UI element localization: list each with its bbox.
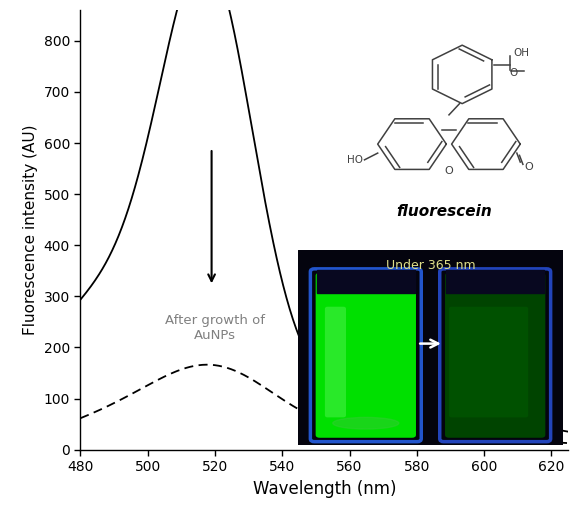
FancyBboxPatch shape [325, 307, 346, 417]
Text: O: O [510, 68, 518, 78]
Bar [317, 270, 414, 293]
Bar [447, 270, 544, 293]
Text: fluorescein: fluorescein [396, 204, 491, 219]
Y-axis label: Fluorescence intensity (AU): Fluorescence intensity (AU) [23, 125, 38, 335]
Text: OH: OH [514, 48, 530, 58]
FancyBboxPatch shape [316, 273, 416, 438]
Text: Under 365 nm: Under 365 nm [386, 260, 475, 272]
Text: O: O [524, 161, 533, 172]
Text: HO: HO [347, 155, 363, 165]
Text: After growth of
AuNPs: After growth of AuNPs [165, 314, 265, 342]
X-axis label: Wavelength (nm): Wavelength (nm) [253, 480, 396, 498]
Ellipse shape [333, 417, 399, 429]
FancyBboxPatch shape [449, 307, 528, 417]
Text: O: O [445, 166, 453, 176]
FancyBboxPatch shape [445, 273, 545, 438]
